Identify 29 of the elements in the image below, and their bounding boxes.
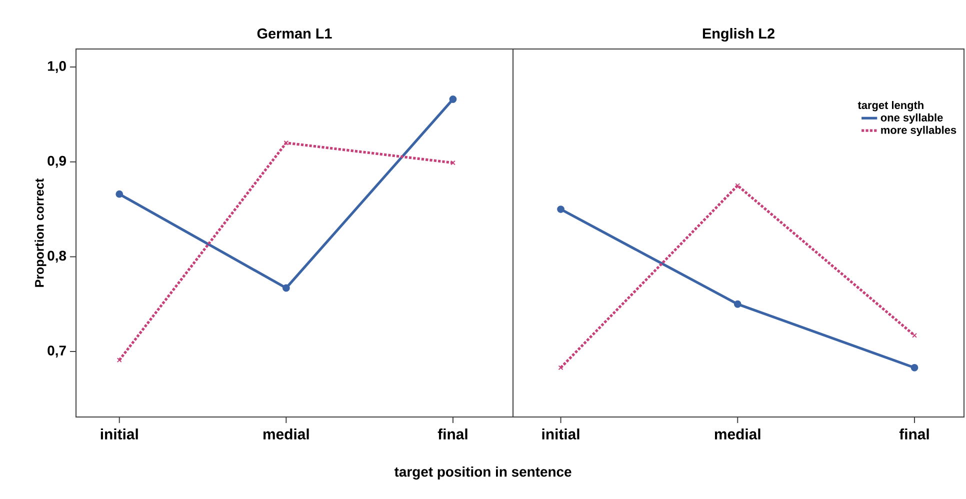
x-tick-label: medial [714, 428, 760, 440]
point [449, 96, 457, 103]
point [282, 284, 290, 292]
point [735, 183, 740, 188]
x-axis-title: target position in sentence [394, 466, 572, 480]
x-tick-label: medial [263, 428, 309, 440]
y-tick-label: 0,7 [48, 346, 66, 358]
x-tick-label: final [438, 428, 468, 440]
point [116, 190, 124, 198]
chart-title: German L1 [257, 28, 332, 39]
point [910, 364, 918, 372]
point [557, 206, 564, 213]
point [284, 140, 289, 146]
x-tick-label: initial [542, 428, 580, 440]
point [450, 160, 456, 166]
y-tick-label: 0,8 [48, 250, 66, 263]
legend-title: target length [858, 101, 924, 112]
y-axis-title: Proportion correct [34, 178, 46, 287]
y-tick-label: 1,0 [48, 61, 66, 73]
legend-label: one syllable [880, 113, 943, 124]
point [558, 365, 564, 370]
x-tick-label: final [899, 428, 929, 440]
x-tick-label: initial [100, 428, 138, 440]
chart-title: English L2 [702, 28, 774, 42]
legend-label: more syllables [881, 126, 956, 136]
point [116, 358, 122, 363]
point [912, 332, 917, 338]
y-tick-label: 0,9 [48, 156, 66, 168]
point [734, 300, 742, 308]
